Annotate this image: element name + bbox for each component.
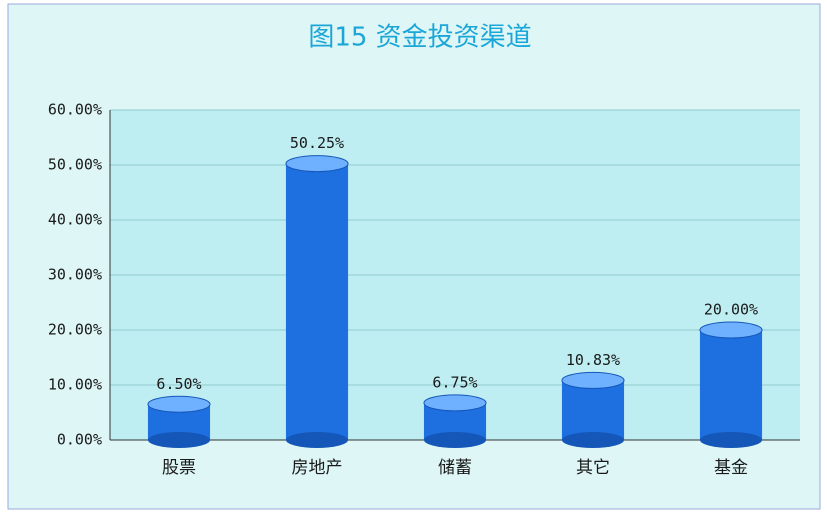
value-label: 50.25% xyxy=(290,134,344,152)
y-tick-label: 60.00% xyxy=(48,101,102,119)
y-tick-label: 50.00% xyxy=(48,156,102,174)
x-tick-label: 其它 xyxy=(576,458,610,478)
y-tick-label: 40.00% xyxy=(48,211,102,229)
value-label: 6.75% xyxy=(432,373,477,391)
bar-top xyxy=(561,371,625,389)
bar-base xyxy=(285,432,349,448)
bar-top xyxy=(285,155,349,173)
y-tick-label: 30.00% xyxy=(48,266,102,284)
bar-base xyxy=(423,432,487,448)
bar-top xyxy=(147,395,211,413)
value-label: 20.00% xyxy=(704,301,758,319)
bar-base xyxy=(699,432,763,448)
y-tick-label: 0.00% xyxy=(57,431,102,449)
x-tick-label: 房地产 xyxy=(292,458,343,478)
y-tick-label: 10.00% xyxy=(48,376,102,394)
x-tick-label: 股票 xyxy=(162,458,196,478)
y-tick-label: 20.00% xyxy=(48,321,102,339)
bar xyxy=(699,330,763,440)
bar xyxy=(285,163,349,440)
bar-base xyxy=(147,432,211,448)
value-label: 10.83% xyxy=(566,351,620,369)
chart-title: 图15 资金投资渠道 xyxy=(308,23,531,53)
bar xyxy=(561,380,625,440)
value-label: 6.50% xyxy=(156,375,201,393)
bar-top xyxy=(699,321,763,339)
x-tick-label: 储蓄 xyxy=(438,458,472,478)
bar-base xyxy=(561,432,625,448)
x-tick-label: 基金 xyxy=(714,458,748,478)
bar-top xyxy=(423,394,487,412)
